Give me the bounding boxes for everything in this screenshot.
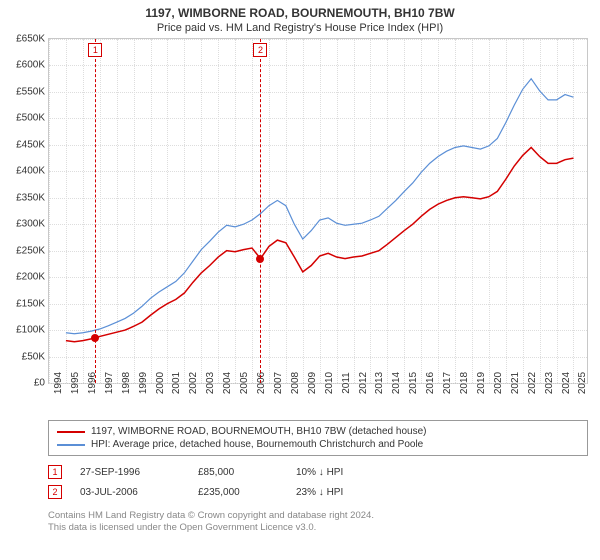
- legend-item-property: 1197, WIMBORNE ROAD, BOURNEMOUTH, BH10 7…: [57, 425, 579, 438]
- ytick-label: £250K: [16, 245, 49, 256]
- ytick-label: £400K: [16, 166, 49, 177]
- sale-diff-1: 10% ↓ HPI: [296, 467, 376, 478]
- legend: 1197, WIMBORNE ROAD, BOURNEMOUTH, BH10 7…: [48, 420, 588, 456]
- ytick-label: £650K: [16, 34, 49, 45]
- sale-marker-2: 2: [48, 485, 62, 499]
- ytick-label: £50K: [22, 351, 49, 362]
- legend-label-property: 1197, WIMBORNE ROAD, BOURNEMOUTH, BH10 7…: [91, 426, 426, 437]
- sale-price-2: £235,000: [198, 487, 278, 498]
- chart-title: 1197, WIMBORNE ROAD, BOURNEMOUTH, BH10 7…: [0, 0, 600, 20]
- sale-chart-marker-2: 2: [253, 43, 267, 57]
- chart-plot-area: £0£50K£100K£150K£200K£250K£300K£350K£400…: [48, 38, 588, 384]
- sale-price-1: £85,000: [198, 467, 278, 478]
- ytick-label: £500K: [16, 113, 49, 124]
- sale-row-1: 1 27-SEP-1996 £85,000 10% ↓ HPI: [48, 462, 588, 482]
- sale-date-2: 03-JUL-2006: [80, 487, 180, 498]
- ytick-label: £450K: [16, 139, 49, 150]
- attribution-line1: Contains HM Land Registry data © Crown c…: [48, 510, 588, 522]
- sale-vline-1: [95, 39, 96, 383]
- legend-item-hpi: HPI: Average price, detached house, Bour…: [57, 438, 579, 451]
- sale-dot-1: [91, 334, 99, 342]
- ytick-label: £100K: [16, 325, 49, 336]
- legend-swatch-property: [57, 431, 85, 433]
- sale-row-2: 2 03-JUL-2006 £235,000 23% ↓ HPI: [48, 482, 588, 502]
- ytick-label: £200K: [16, 272, 49, 283]
- attribution-line2: This data is licensed under the Open Gov…: [48, 522, 588, 534]
- ytick-label: £600K: [16, 60, 49, 71]
- sale-chart-marker-1: 1: [88, 43, 102, 57]
- series-hpi: [66, 79, 574, 334]
- chart-subtitle: Price paid vs. HM Land Registry's House …: [0, 20, 600, 38]
- sale-vline-2: [260, 39, 261, 383]
- attribution: Contains HM Land Registry data © Crown c…: [48, 510, 588, 535]
- ytick-label: £350K: [16, 192, 49, 203]
- series-property: [66, 147, 574, 341]
- legend-label-hpi: HPI: Average price, detached house, Bour…: [91, 439, 423, 450]
- sale-dot-2: [256, 255, 264, 263]
- sale-marker-1: 1: [48, 465, 62, 479]
- sale-diff-2: 23% ↓ HPI: [296, 487, 376, 498]
- legend-swatch-hpi: [57, 444, 85, 446]
- sales-table: 1 27-SEP-1996 £85,000 10% ↓ HPI 2 03-JUL…: [48, 462, 588, 502]
- sale-date-1: 27-SEP-1996: [80, 467, 180, 478]
- ytick-label: £0: [34, 378, 49, 389]
- ytick-label: £550K: [16, 86, 49, 97]
- ytick-label: £300K: [16, 219, 49, 230]
- ytick-label: £150K: [16, 298, 49, 309]
